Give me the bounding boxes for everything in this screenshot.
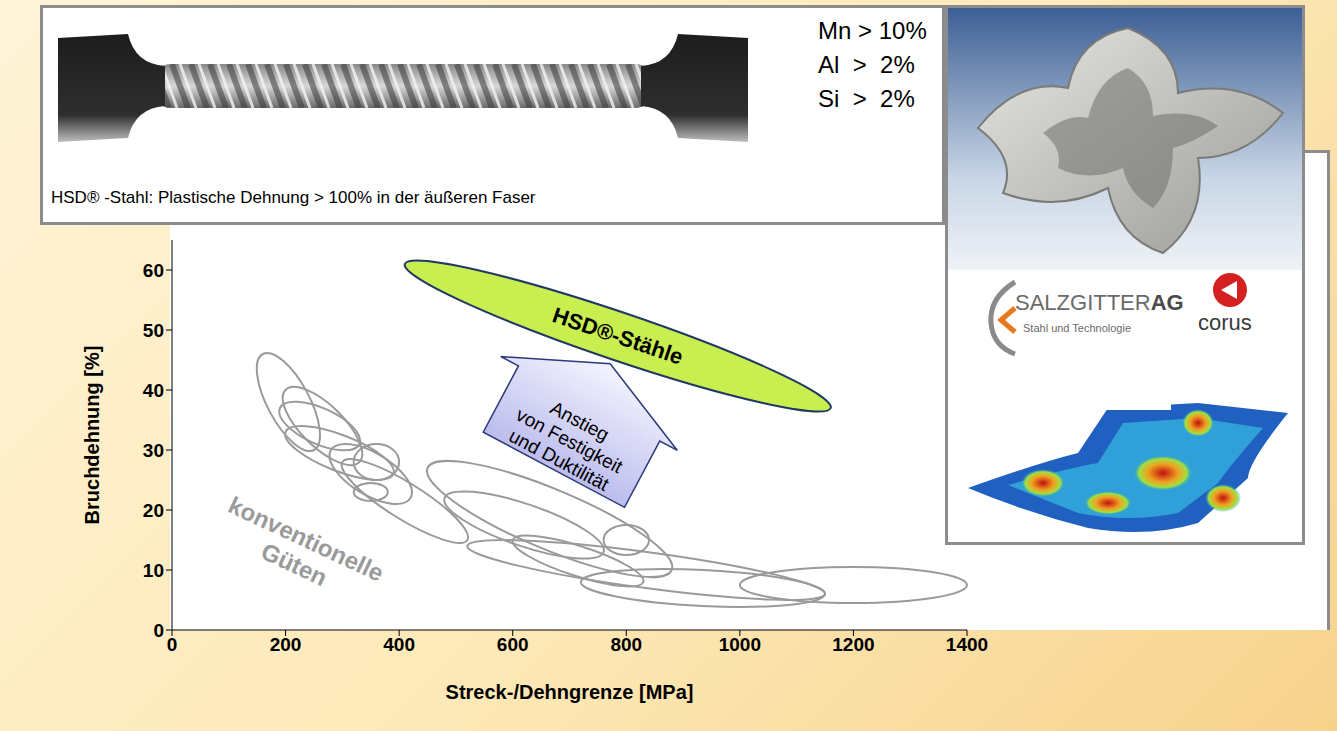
svg-text:40: 40 (143, 380, 164, 401)
svg-text:10: 10 (143, 560, 164, 581)
svg-text:600: 600 (497, 634, 529, 655)
svg-text:200: 200 (270, 634, 302, 655)
svg-text:1200: 1200 (832, 634, 874, 655)
html-text:konventionelle: konventionelle (224, 491, 388, 587)
svg-text:und Duktilität: und Duktilität (506, 425, 613, 495)
html-text:Mn > 10%: Mn > 10% (818, 17, 927, 44)
svg-text:1400: 1400 (946, 634, 988, 655)
svg-text:60: 60 (143, 260, 164, 281)
svg-text:von Festigkeit: von Festigkeit (513, 404, 627, 478)
html-text:Güten: Güten (257, 537, 332, 592)
svg-text:0: 0 (153, 620, 164, 641)
svg-text:Anstieg: Anstieg (547, 397, 613, 445)
svg-text:50: 50 (143, 320, 164, 341)
html-text:SALZGITTER AG: SALZGITTER AG (1015, 290, 1184, 315)
html-text:Stahl und Technologie: Stahl und Technologie (1023, 322, 1132, 334)
svg-text:1000: 1000 (719, 634, 761, 655)
svg-text:30: 30 (143, 440, 164, 461)
svg-text:400: 400 (383, 634, 415, 655)
svg-text:Streck-/Dehngrenze [MPa]: Streck-/Dehngrenze [MPa] (446, 681, 694, 703)
html-text:corus: corus (1198, 310, 1252, 335)
svg-text:800: 800 (610, 634, 642, 655)
html-text:HSD® -Stahl: Plastische Dehnun: HSD® -Stahl: Plastische Dehnung > 100% i… (51, 188, 536, 207)
svg-text:20: 20 (143, 500, 164, 521)
html-text:Al > 2%: Al > 2% (818, 51, 915, 78)
svg-text:0: 0 (167, 634, 178, 655)
svg-text:Bruchdehnung [%]: Bruchdehnung [%] (81, 346, 103, 525)
html-text:Si > 2%: Si > 2% (818, 85, 915, 112)
svg-text:HSD®-Stähle: HSD®-Stähle (549, 302, 686, 369)
